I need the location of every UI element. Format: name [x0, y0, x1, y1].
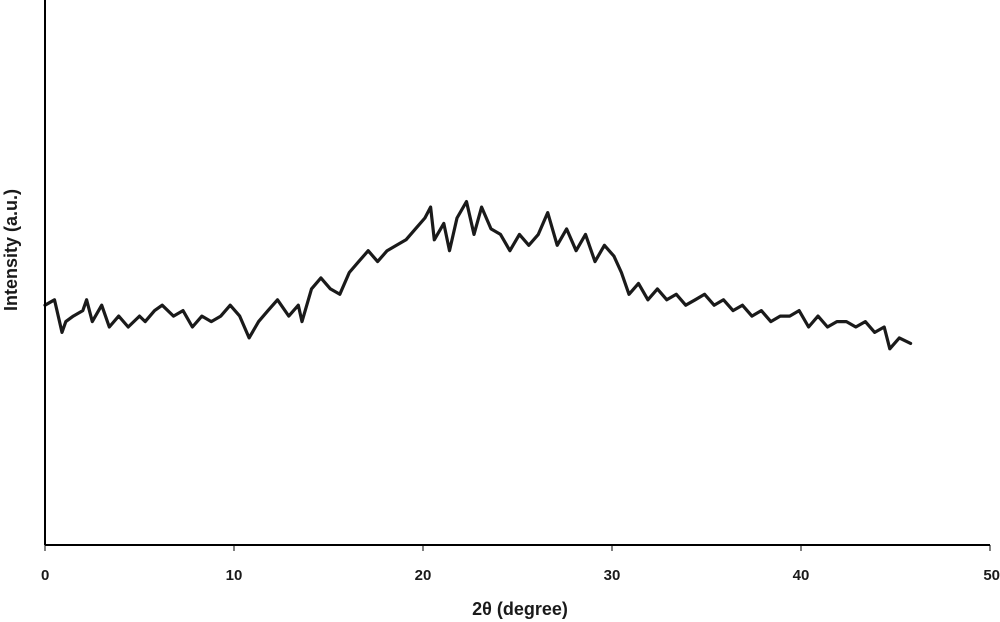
x-tick-label: 20 [415, 567, 432, 584]
plot-area [43, 200, 913, 351]
y-axis-title: Intensity (a.u.) [1, 189, 21, 311]
x-tick-label: 50 [983, 567, 1000, 584]
x-tick-label: 30 [604, 567, 621, 584]
xrd-pattern-line [43, 200, 913, 351]
x-tick-label: 40 [793, 567, 810, 584]
x-axis-ticks: 0 10 20 30 40 50 [41, 545, 1000, 584]
x-axis-title: 2θ (degree) [472, 599, 568, 619]
x-tick-label: 0 [41, 567, 49, 584]
x-tick-label: 10 [226, 567, 243, 584]
